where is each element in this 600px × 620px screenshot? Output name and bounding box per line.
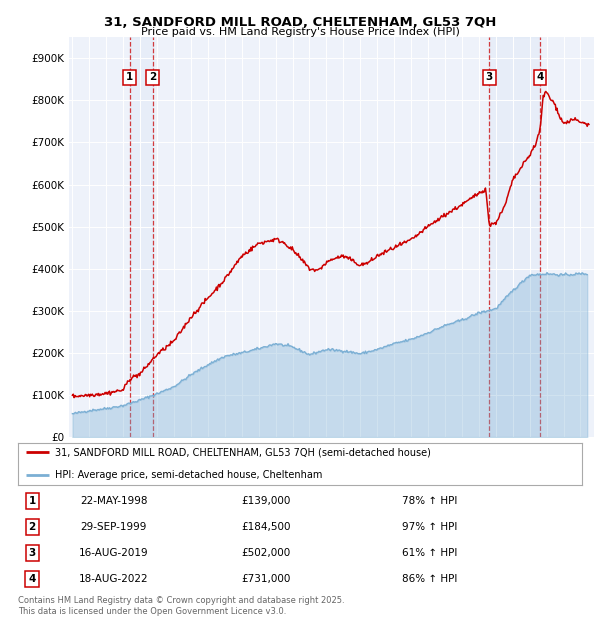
Text: 3: 3 — [486, 72, 493, 82]
Text: 4: 4 — [28, 574, 36, 584]
Bar — [130, 37, 152, 437]
Text: 3: 3 — [28, 548, 36, 558]
Text: 86% ↑ HPI: 86% ↑ HPI — [401, 574, 457, 584]
Text: HPI: Average price, semi-detached house, Cheltenham: HPI: Average price, semi-detached house,… — [55, 470, 322, 480]
Text: 4: 4 — [536, 72, 544, 82]
Text: 16-AUG-2019: 16-AUG-2019 — [79, 548, 149, 558]
Text: 18-AUG-2022: 18-AUG-2022 — [79, 574, 149, 584]
Text: 61% ↑ HPI: 61% ↑ HPI — [401, 548, 457, 558]
Text: 1: 1 — [28, 496, 36, 506]
Text: 97% ↑ HPI: 97% ↑ HPI — [401, 522, 457, 532]
Text: Contains HM Land Registry data © Crown copyright and database right 2025.
This d: Contains HM Land Registry data © Crown c… — [18, 596, 344, 616]
Text: 2: 2 — [28, 522, 36, 532]
Text: £731,000: £731,000 — [241, 574, 291, 584]
Text: £184,500: £184,500 — [241, 522, 291, 532]
Text: £502,000: £502,000 — [242, 548, 291, 558]
Text: 31, SANDFORD MILL ROAD, CHELTENHAM, GL53 7QH: 31, SANDFORD MILL ROAD, CHELTENHAM, GL53… — [104, 16, 496, 29]
Text: 29-SEP-1999: 29-SEP-1999 — [80, 522, 147, 532]
Bar — [490, 37, 540, 437]
Text: 2: 2 — [149, 72, 156, 82]
Text: 1: 1 — [126, 72, 133, 82]
Text: 78% ↑ HPI: 78% ↑ HPI — [401, 496, 457, 506]
Text: 31, SANDFORD MILL ROAD, CHELTENHAM, GL53 7QH (semi-detached house): 31, SANDFORD MILL ROAD, CHELTENHAM, GL53… — [55, 448, 431, 458]
Text: 22-MAY-1998: 22-MAY-1998 — [80, 496, 148, 506]
Text: £139,000: £139,000 — [241, 496, 291, 506]
Text: Price paid vs. HM Land Registry's House Price Index (HPI): Price paid vs. HM Land Registry's House … — [140, 27, 460, 37]
